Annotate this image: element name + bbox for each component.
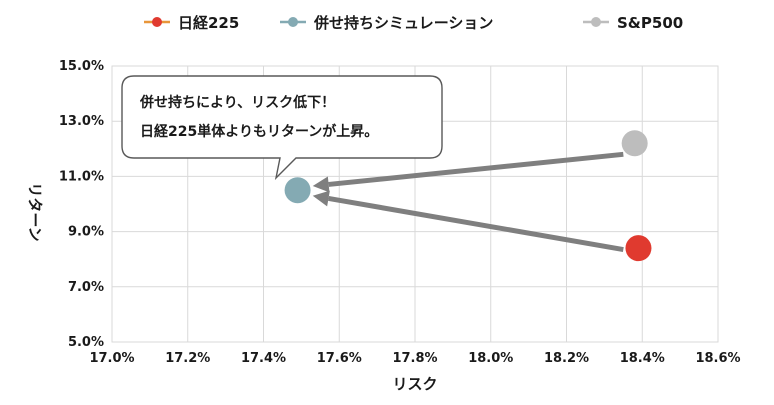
arrow-1-head xyxy=(312,176,330,193)
legend-marker-1 xyxy=(152,17,162,27)
y-axis-ticks: 15.0% 13.0% 11.0% 9.0% 7.0% 5.0% xyxy=(59,59,104,350)
arrow-2-head xyxy=(312,190,330,207)
x-tick-label: 17.4% xyxy=(241,351,286,366)
x-tick-label: 17.0% xyxy=(89,351,134,366)
y-tick-label: 15.0% xyxy=(59,59,104,74)
legend-marker-2 xyxy=(288,17,298,27)
arrows xyxy=(312,151,624,253)
point-series-1 xyxy=(625,235,652,262)
callout-line-2: 日経225単体よりもリターンが上昇。 xyxy=(140,123,378,140)
y-axis-title: リターン xyxy=(26,182,44,241)
x-tick-label: 17.2% xyxy=(165,351,210,366)
x-axis-title: リスク xyxy=(392,375,437,393)
callout-line-1: 併せ持ちにより、リスク低下！ xyxy=(139,94,335,111)
arrow-2-shaft xyxy=(328,195,624,253)
callout-box: 併せ持ちにより、リスク低下！ 日経225単体よりもリターンが上昇。 xyxy=(121,75,443,181)
legend-label-3: S&P500 xyxy=(617,14,683,32)
y-tick-label: 9.0% xyxy=(68,225,104,240)
data-points xyxy=(284,130,652,262)
x-tick-label: 18.0% xyxy=(468,351,513,366)
legend-label-1: 日経225 xyxy=(178,14,239,32)
x-tick-label: 18.6% xyxy=(695,351,740,366)
x-tick-label: 18.2% xyxy=(544,351,589,366)
arrow-1-shaft xyxy=(328,151,624,187)
legend-marker-3 xyxy=(591,17,601,27)
x-axis-ticks: 17.0% 17.2% 17.4% 17.6% 17.8% 18.0% 18.2% 18.4%… xyxy=(89,351,740,366)
y-tick-label: 7.0% xyxy=(68,280,104,295)
callout-bubble xyxy=(121,75,443,181)
y-tick-label: 13.0% xyxy=(59,114,104,129)
point-series-3 xyxy=(621,130,648,157)
legend-label-2: 併せ持ちシミュレーション xyxy=(313,14,493,32)
y-tick-label: 11.0% xyxy=(59,169,104,184)
legend: 日経225 併せ持ちシミュレーション S&P500 xyxy=(144,14,683,32)
x-tick-label: 17.8% xyxy=(392,351,437,366)
point-series-2 xyxy=(284,177,311,204)
y-tick-label: 5.0% xyxy=(68,335,104,350)
plot-area xyxy=(111,65,719,343)
x-tick-label: 18.4% xyxy=(620,351,665,366)
x-tick-label: 17.6% xyxy=(317,351,362,366)
